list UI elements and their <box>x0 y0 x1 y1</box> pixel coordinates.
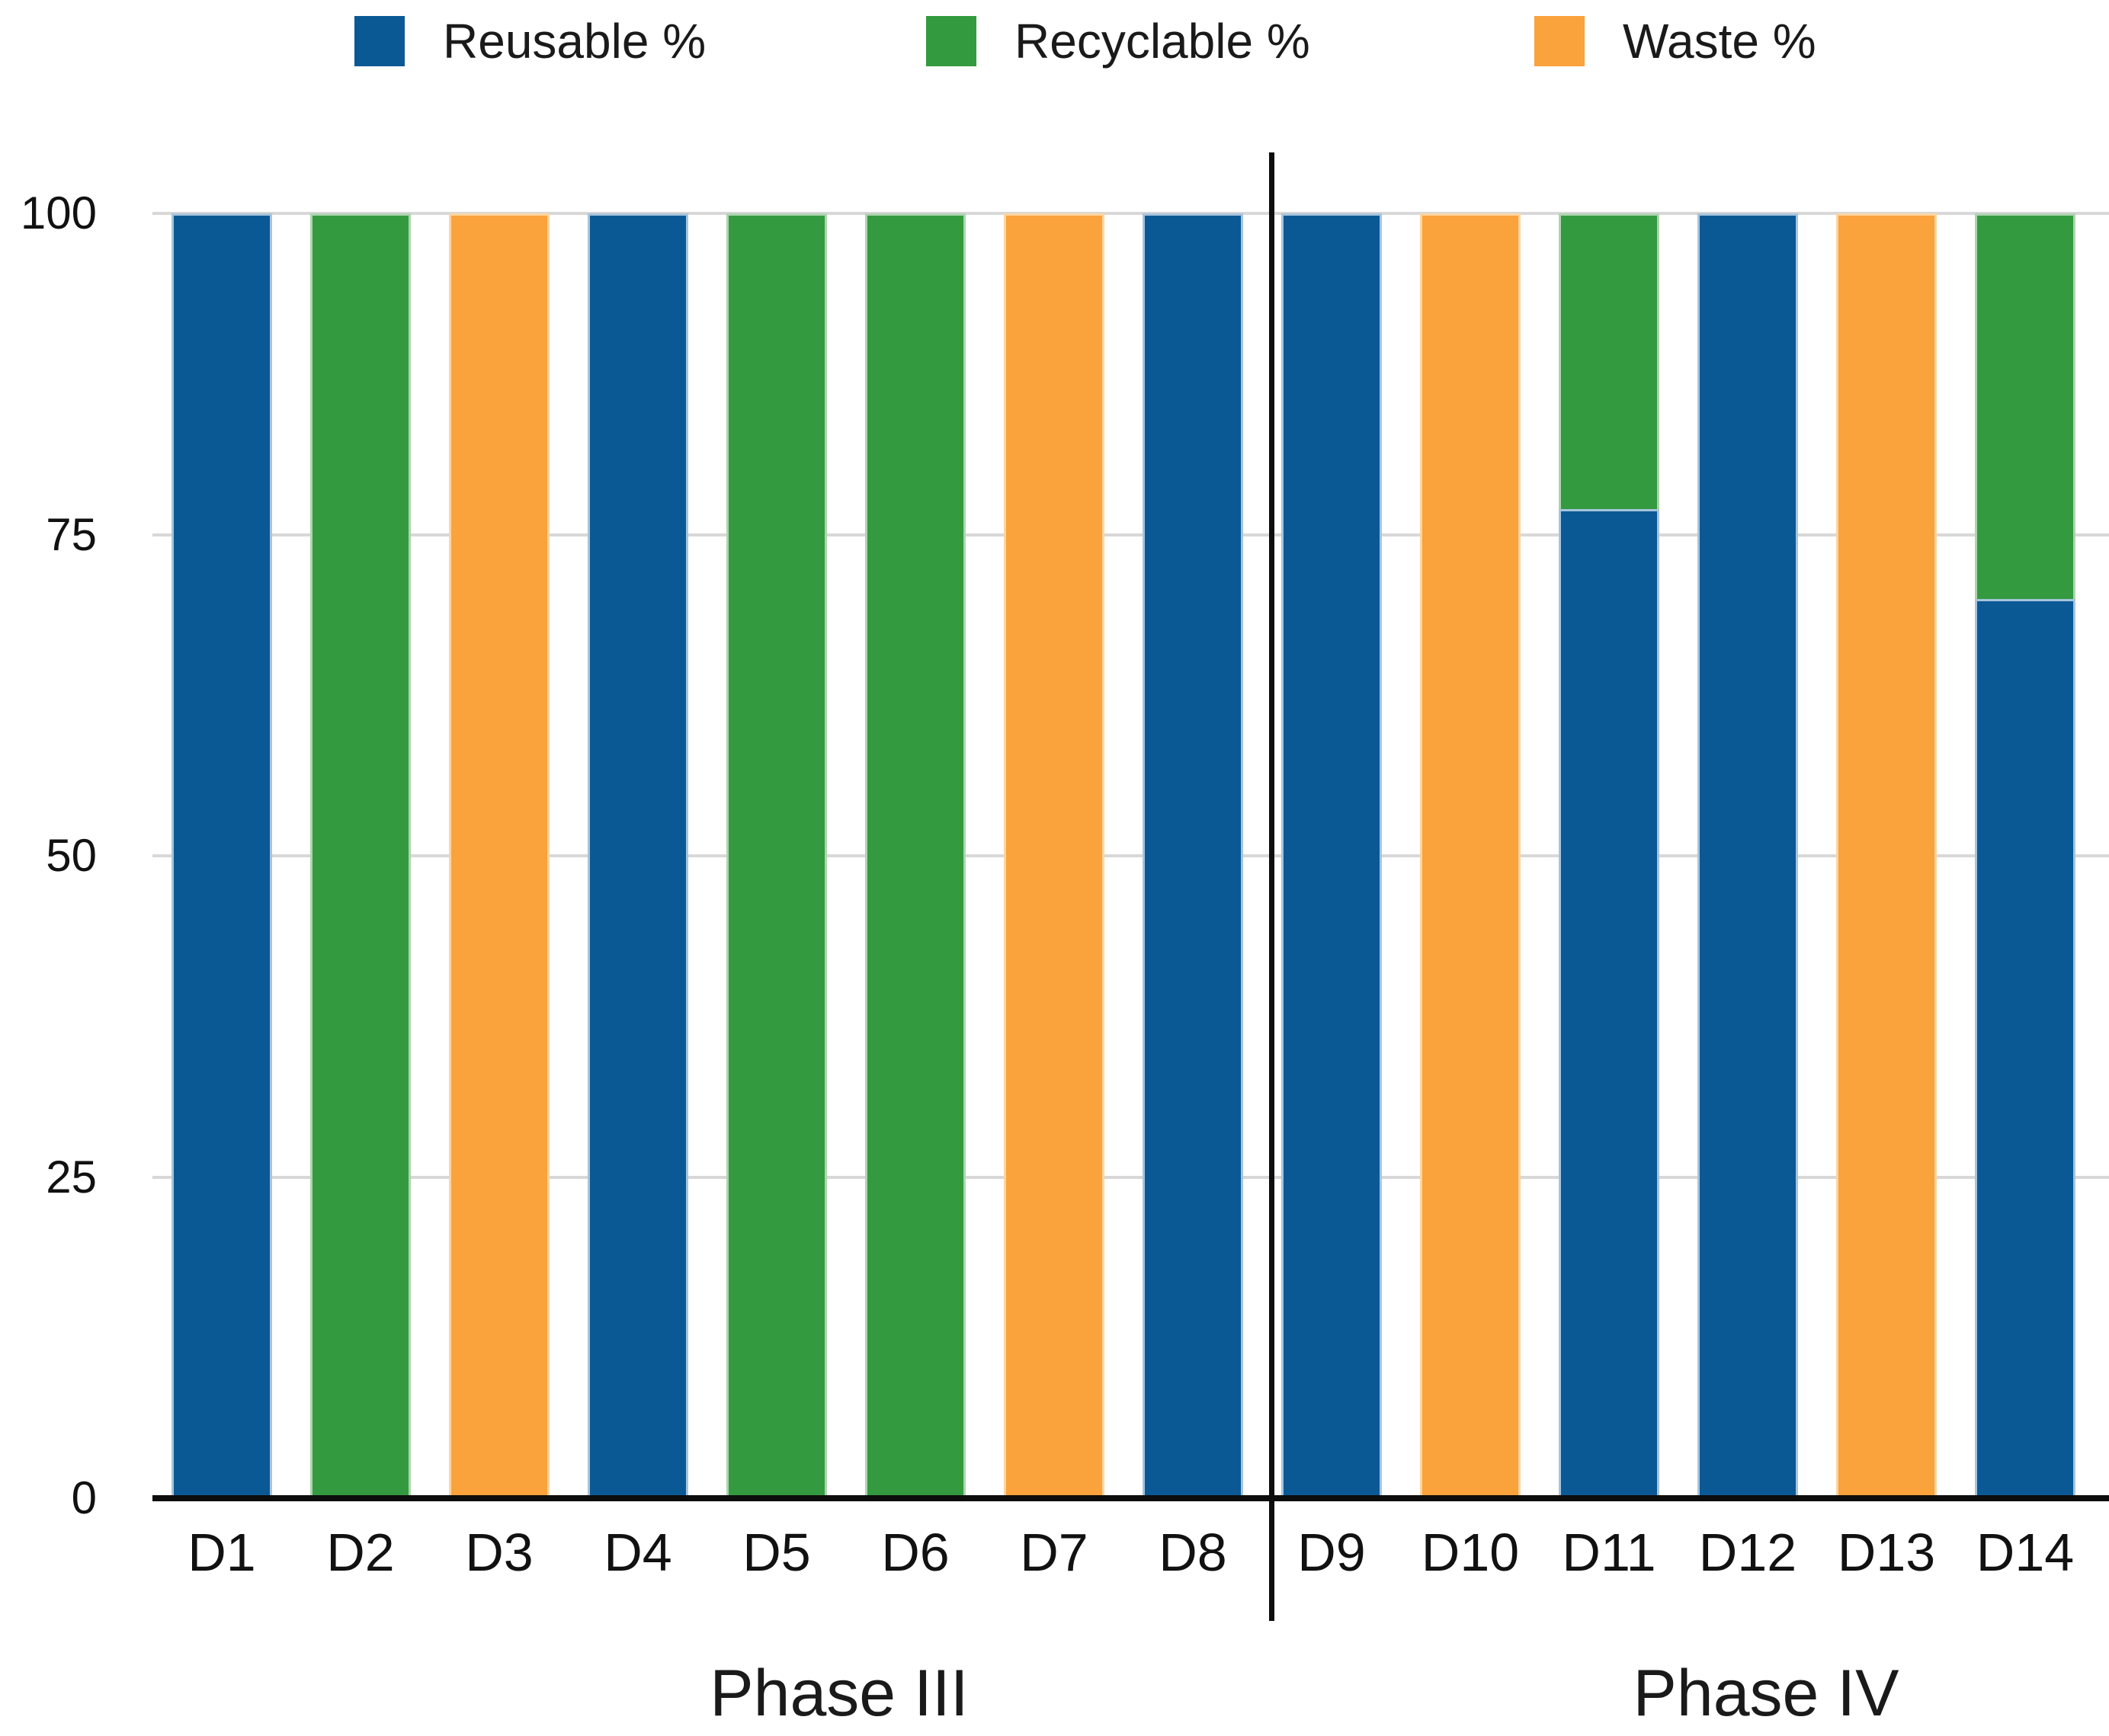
bar-segment-D5-recyclable <box>726 213 827 1498</box>
bar-segment-D6-recyclable <box>865 213 966 1498</box>
x-tick-label-D8: D8 <box>1159 1523 1227 1582</box>
legend-swatch-recyclable <box>926 16 976 66</box>
x-tick-label-D1: D1 <box>188 1523 256 1582</box>
bar-segment-D11-recyclable <box>1559 213 1659 509</box>
bar-segment-D14-reusable <box>1975 598 2075 1498</box>
x-tick-label-D4: D4 <box>604 1523 672 1582</box>
bar-segment-D10-waste <box>1420 213 1521 1498</box>
gridline-75 <box>152 533 2109 536</box>
legend-swatch-waste <box>1534 16 1585 66</box>
x-axis-line <box>152 1495 2109 1501</box>
phase-label-iii: Phase III <box>710 1657 969 1730</box>
x-tick-label-D6: D6 <box>881 1523 950 1582</box>
gridline-100 <box>152 212 2109 215</box>
x-tick-label-D5: D5 <box>742 1523 811 1582</box>
bar-segment-D13-waste <box>1836 213 1937 1498</box>
x-tick-label-D10: D10 <box>1421 1523 1520 1582</box>
y-tick-label-50: 50 <box>46 830 97 881</box>
legend-label-waste: Waste % <box>1623 14 1816 69</box>
bar-segment-D11-reusable <box>1559 508 1659 1498</box>
x-tick-label-D11: D11 <box>1562 1523 1656 1582</box>
gridline-50 <box>152 854 2109 857</box>
x-tick-label-D3: D3 <box>465 1523 534 1582</box>
bar-segment-D2-recyclable <box>310 213 411 1498</box>
x-tick-label-D7: D7 <box>1020 1523 1088 1582</box>
bar-segment-D4-reusable <box>588 213 688 1498</box>
y-tick-label-0: 0 <box>71 1472 97 1523</box>
legend-item-reusable: Reusable % <box>354 14 706 69</box>
x-tick-label-D9: D9 <box>1297 1523 1366 1582</box>
bar-segment-D8-reusable <box>1143 213 1243 1498</box>
phase-label-iv: Phase IV <box>1633 1657 1899 1730</box>
x-tick-label-D12: D12 <box>1698 1523 1797 1582</box>
bar-segment-D3-waste <box>449 213 550 1498</box>
y-tick-label-25: 25 <box>46 1151 97 1203</box>
x-tick-label-D13: D13 <box>1837 1523 1936 1582</box>
legend-item-recyclable: Recyclable % <box>926 14 1310 69</box>
bar-segment-D1-reusable <box>171 213 272 1498</box>
legend-label-recyclable: Recyclable % <box>1014 14 1310 69</box>
legend-item-waste: Waste % <box>1534 14 1816 69</box>
legend-swatch-reusable <box>354 16 405 66</box>
bar-segment-D14-recyclable <box>1975 213 2075 599</box>
gridline-25 <box>152 1175 2109 1179</box>
phase-divider-line <box>1269 152 1274 1621</box>
bar-segment-D7-waste <box>1004 213 1104 1498</box>
bar-segment-D12-reusable <box>1697 213 1798 1498</box>
y-tick-label-100: 100 <box>20 187 97 239</box>
legend-label-reusable: Reusable % <box>443 14 707 69</box>
bar-segment-D9-reusable <box>1281 213 1382 1498</box>
x-tick-label-D14: D14 <box>1976 1523 2075 1582</box>
x-tick-label-D2: D2 <box>326 1523 395 1582</box>
y-tick-label-75: 75 <box>46 508 97 560</box>
